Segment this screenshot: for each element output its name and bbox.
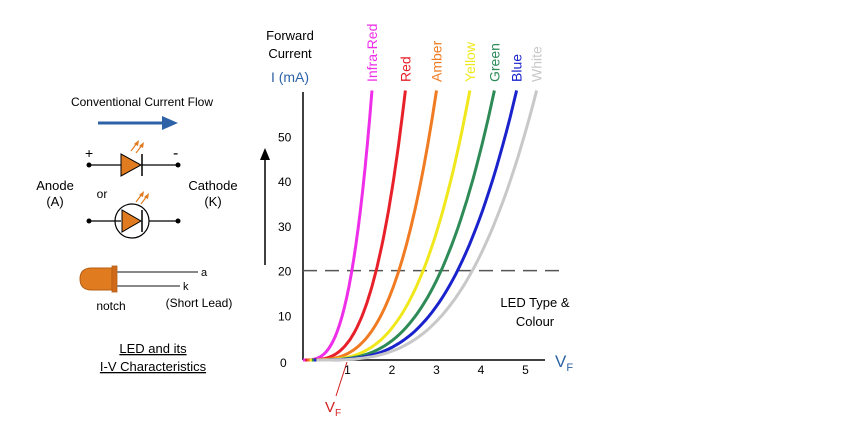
led-symbol-plain: + - [85, 140, 181, 177]
y-tick-label: 30 [278, 220, 292, 234]
curve-green [311, 90, 496, 362]
or-label: or [97, 187, 108, 201]
current-flow-label: Conventional Current Flow [71, 95, 213, 109]
lead-k-label: k [183, 281, 189, 293]
series-labels: Infra-Red Red Amber Yellow Green Blue White [364, 24, 545, 82]
vf-marker-label: VF [325, 399, 341, 419]
x-tick-label: 5 [522, 363, 529, 377]
vf-marker-line [335, 361, 348, 397]
iv-chart: Forward Current I (mA) 0 VF VF LED Type … [260, 24, 573, 419]
cathode-label: Cathode [188, 178, 237, 193]
ylabel-line-3: I (mA) [271, 69, 309, 85]
led-symbols-panel: Conventional Current Flow + - Anode (A) … [36, 95, 237, 374]
curve-yellow [309, 90, 472, 362]
axis-ticks: 1 2 3 4 5 10 20 30 40 50 [278, 131, 529, 378]
short-lead-label: (Short Lead) [166, 296, 233, 310]
ylabel-line-1: Forward [266, 28, 314, 43]
led-curves [303, 90, 539, 362]
series-label-amber: Amber [429, 40, 445, 82]
annotation-line-2: Colour [516, 314, 555, 329]
y-tick-label: 40 [278, 175, 292, 189]
curve-red [305, 90, 407, 362]
series-label-blue: Blue [509, 54, 525, 82]
series-label-infra-red: Infra-Red [364, 24, 380, 82]
lead-a-label: a [201, 267, 208, 279]
annotation-line-1: LED Type & [500, 295, 569, 310]
minus-sign: - [173, 145, 178, 162]
anode-label: Anode [36, 178, 74, 193]
caption-line-1: LED and its [119, 341, 187, 356]
physical-led: a k [79, 265, 208, 293]
x-tick-label: 1 [344, 363, 351, 377]
x-tick-label: 3 [433, 363, 440, 377]
origin-label: 0 [280, 356, 287, 370]
led-symbol-circled [86, 191, 181, 239]
caption-line-2: I-V Characteristics [100, 359, 207, 374]
notch-label: notch [96, 299, 125, 313]
series-label-green: Green [486, 43, 502, 82]
anode-abbr: (A) [46, 194, 63, 209]
y-tick-label: 50 [278, 131, 292, 145]
curve-amber [307, 90, 438, 362]
ylabel-line-2: Current [268, 46, 312, 61]
cathode-abbr: (K) [204, 194, 221, 209]
curve-white [316, 90, 539, 362]
series-label-yellow: Yellow [462, 41, 478, 82]
series-label-white: White [529, 46, 545, 82]
x-tick-label: 4 [478, 363, 485, 377]
x-tick-label: 2 [389, 363, 396, 377]
plus-sign: + [85, 145, 93, 161]
y-direction-arrowhead [260, 148, 270, 160]
x-axis-label: VF [555, 352, 573, 374]
current-flow-arrow-head [162, 116, 178, 130]
y-tick-label: 10 [278, 309, 292, 323]
series-label-red: Red [397, 56, 413, 82]
y-tick-label: 20 [278, 265, 292, 279]
